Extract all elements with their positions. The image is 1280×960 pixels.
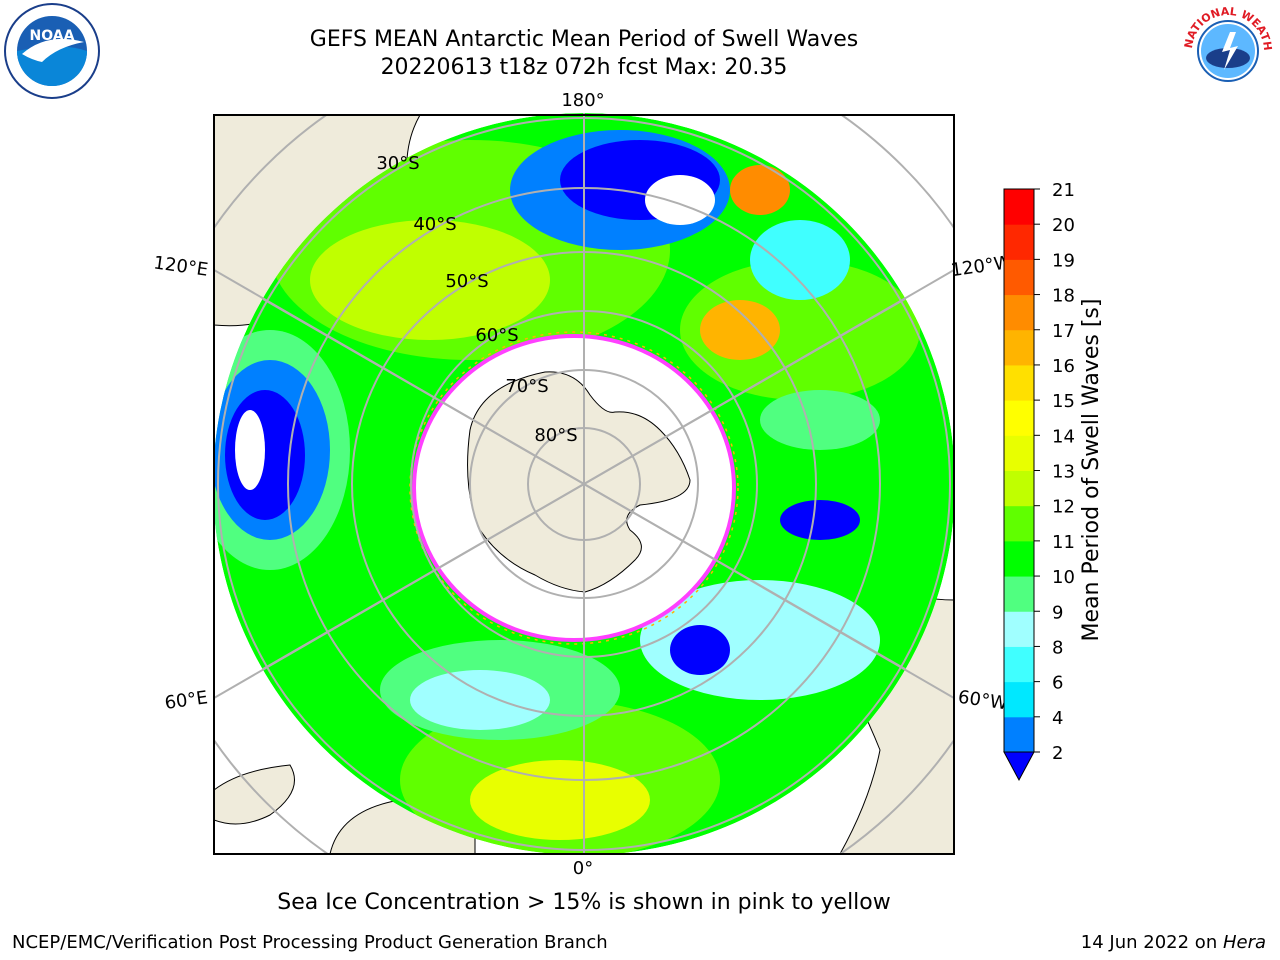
map-subtitle: 20220613 t18z 072h fcst Max: 20.35 [380, 55, 788, 80]
colorbar-segment [1004, 435, 1034, 471]
colorbar-segment [1004, 364, 1034, 401]
lon-label-120e: 120°E [152, 252, 209, 280]
colorbar-tick-label: 9 [1052, 602, 1063, 623]
lat-label-40s: 40°S [413, 214, 456, 235]
lat-label-50s: 50°S [445, 271, 488, 292]
national-weather-service-logo: NATIONAL WEATHER SERVICE [1178, 2, 1276, 99]
colorbar-tick-label: 6 [1052, 673, 1063, 694]
footer-host: Hera [1222, 932, 1266, 953]
lon-label-60w: 60°W [957, 687, 1009, 715]
colorbar-tick-label: 4 [1052, 708, 1063, 729]
colorbar-tick-label: 20 [1052, 215, 1075, 236]
lat-label-60s: 60°S [475, 325, 518, 346]
footer-date: 14 Jun 2022 on Hera [1081, 932, 1266, 953]
colorbar-segment [1004, 259, 1034, 296]
map-title: GEFS MEAN Antarctic Mean Period of Swell… [309, 27, 859, 52]
colorbar-segment [1004, 540, 1034, 577]
latitude-labels: 30°S 40°S 50°S 60°S 70°S 80°S [376, 153, 577, 446]
footer-date-text: 14 Jun 2022 on [1080, 932, 1223, 953]
colorbar-tick-label: 19 [1052, 250, 1075, 271]
lon-label-0: 0° [573, 858, 593, 879]
colorbar-segment [1004, 716, 1034, 753]
colorbar-segment [1004, 189, 1034, 225]
lon-label-180: 180° [561, 90, 604, 111]
lat-label-70s: 70°S [505, 376, 548, 397]
footer-credit: NCEP/EMC/Verification Post Processing Pr… [12, 932, 608, 953]
outer-graticule [214, 115, 954, 854]
colorbar-segment [1004, 294, 1034, 331]
sea-ice-note: Sea Ice Concentration > 15% is shown in … [277, 890, 891, 915]
colorbar-tick-label: 12 [1052, 497, 1075, 518]
colorbar-tick-label: 10 [1052, 567, 1075, 588]
colorbar-segment [1004, 681, 1034, 718]
colorbar-tick-label: 21 [1052, 180, 1075, 201]
colorbar-tick-label: 13 [1052, 462, 1075, 483]
colorbar-under-arrow [1003, 751, 1035, 782]
colorbar-tick-label: 15 [1052, 391, 1075, 412]
colorbar-segment [1004, 505, 1034, 542]
colorbar-tick-label: 8 [1052, 637, 1063, 658]
colorbar-segment [1004, 576, 1034, 612]
colorbar-tick-label: 2 [1052, 743, 1063, 764]
colorbar-segment [1004, 611, 1034, 647]
colorbar-tick-label: 14 [1052, 426, 1075, 447]
colorbar-tick-label: 16 [1052, 356, 1075, 377]
colorbar-tick-label: 17 [1052, 321, 1075, 342]
noaa-logo: NOAA [4, 3, 100, 99]
colorbar-segment [1004, 646, 1034, 683]
colorbar-segment [1004, 224, 1034, 260]
colorbar-segment [1004, 400, 1034, 436]
lat-label-80s: 80°S [534, 425, 577, 446]
colorbar-label: Mean Period of Swell Waves [s] [1079, 299, 1104, 642]
map-frame [213, 114, 955, 855]
colorbar-segment [1004, 329, 1034, 366]
noaa-logo-text: NOAA [30, 28, 75, 44]
colorbar-tick-label: 11 [1052, 532, 1075, 553]
colorbar: 2 4 6 8 9 10 11 12 13 14 15 16 17 18 19 20 21 [1003, 180, 1075, 782]
lat-label-30s: 30°S [376, 153, 419, 174]
colorbar-segment [1004, 470, 1034, 507]
lon-label-60e: 60°E [163, 687, 209, 714]
colorbar-tick-label: 18 [1052, 286, 1075, 307]
